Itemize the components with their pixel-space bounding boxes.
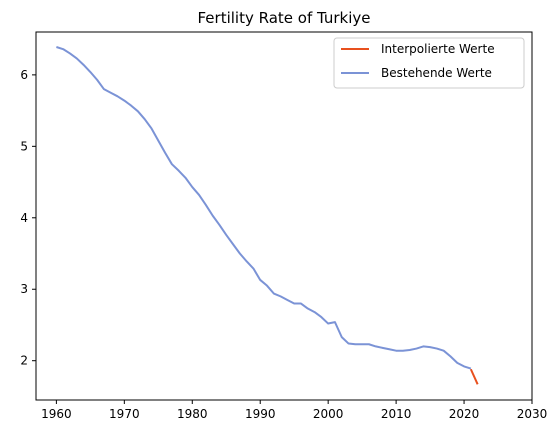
x-axis: 1960 1970 1980 1990 2000 2010 2020 2030 [41, 400, 547, 421]
chart-title: Fertility Rate of Turkiye [197, 9, 370, 27]
y-axis: 2 3 4 5 6 [20, 68, 36, 368]
x-tick-label: 2000 [313, 407, 344, 421]
series-line-existing [56, 46, 472, 370]
y-tick-label: 4 [20, 211, 28, 225]
x-tick-label: 1970 [109, 407, 140, 421]
y-tick-label: 5 [20, 139, 28, 153]
plot-area-frame [35, 31, 533, 401]
y-tick-label: 3 [20, 282, 28, 296]
legend-label-interpolated: Interpolierte Werte [381, 42, 495, 56]
x-tick-label: 2020 [449, 407, 480, 421]
legend: Interpolierte Werte Bestehende Werte [333, 37, 525, 89]
x-tick-label: 1990 [245, 407, 276, 421]
y-tick-label: 6 [20, 68, 28, 82]
y-tick-label: 2 [20, 354, 28, 368]
x-tick-label: 1980 [177, 407, 208, 421]
legend-label-existing: Bestehende Werte [381, 66, 492, 80]
x-tick-label: 2010 [381, 407, 412, 421]
legend-box [333, 37, 525, 89]
series-line-interpolated [469, 368, 479, 385]
x-tick-label: 1960 [41, 407, 72, 421]
x-tick-label: 2030 [517, 407, 548, 421]
plot-lines [56, 46, 479, 385]
